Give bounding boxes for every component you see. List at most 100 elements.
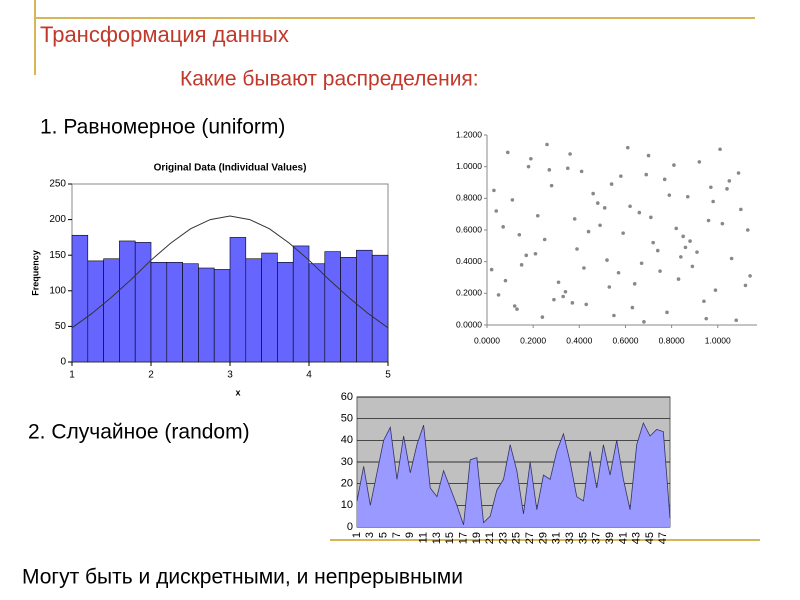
point xyxy=(586,229,591,234)
point xyxy=(505,150,510,155)
bar xyxy=(229,237,247,363)
point xyxy=(542,237,547,242)
point xyxy=(549,183,554,188)
point xyxy=(642,320,646,324)
point xyxy=(579,169,584,174)
point xyxy=(630,305,635,310)
point xyxy=(639,261,644,266)
x-tick-label: 39 xyxy=(604,532,616,544)
point xyxy=(729,256,734,261)
point xyxy=(688,239,692,243)
point xyxy=(637,210,642,215)
x-tick-label: 31 xyxy=(551,532,563,544)
point xyxy=(570,301,575,305)
x-tick-label: 0.6000 xyxy=(612,335,638,345)
y-tick-label: 250 xyxy=(49,179,66,190)
point xyxy=(665,310,669,315)
point xyxy=(655,248,660,253)
bar xyxy=(87,260,104,363)
x-tick-label: 27 xyxy=(524,532,536,544)
point xyxy=(515,307,519,311)
x-tick-label: 35 xyxy=(577,532,589,544)
point xyxy=(706,218,711,223)
x-tick-label: 0.2000 xyxy=(520,335,546,345)
point xyxy=(556,280,561,285)
point xyxy=(713,288,718,292)
point xyxy=(727,179,732,183)
point xyxy=(628,204,632,209)
item: 2. Случайное (random) xyxy=(28,421,250,444)
y-tick-label: 1.0000 xyxy=(456,161,482,171)
point xyxy=(572,217,577,221)
point xyxy=(734,318,739,323)
x-tick-label: 1 xyxy=(351,532,363,538)
x-tick-label: 2 xyxy=(148,370,154,381)
x-tick-label: 15 xyxy=(444,532,456,544)
x-tick-label: 3 xyxy=(227,370,233,381)
point xyxy=(704,316,709,321)
point xyxy=(561,294,565,299)
x-tick-label: 0.4000 xyxy=(566,335,592,345)
point xyxy=(563,289,568,294)
y-tick-label: 150 xyxy=(49,250,66,261)
point xyxy=(517,232,522,237)
point xyxy=(605,258,609,262)
x-tick-label: 47 xyxy=(657,532,669,544)
point xyxy=(679,255,683,259)
x-axis-label: x xyxy=(235,387,240,397)
point xyxy=(492,188,496,193)
x-tick-label: 43 xyxy=(631,532,643,544)
y-tick-label: 0.2000 xyxy=(456,288,482,298)
point xyxy=(685,194,690,199)
point xyxy=(535,213,540,218)
point xyxy=(739,207,743,212)
y-tick-label: 0.0000 xyxy=(456,319,482,329)
point xyxy=(695,250,699,254)
point xyxy=(676,277,681,281)
title: Трансформация данных xyxy=(40,22,289,47)
bar xyxy=(71,234,89,363)
point xyxy=(602,206,607,210)
x-tick-label: 21 xyxy=(484,532,496,544)
y-tick-label: 0.8000 xyxy=(456,193,482,203)
x-tick-label: 7 xyxy=(391,532,403,538)
point xyxy=(718,147,722,152)
bar xyxy=(166,262,183,363)
x-tick-label: 1.0000 xyxy=(705,335,731,345)
bar xyxy=(245,258,262,363)
point xyxy=(683,245,688,250)
point xyxy=(748,274,752,278)
y-tick-label: 50 xyxy=(341,413,353,425)
point xyxy=(720,221,725,226)
point xyxy=(568,152,572,156)
x-tick-label: 19 xyxy=(471,532,483,544)
chart-title: Original Data (Individual Values) xyxy=(154,163,307,174)
curve xyxy=(71,215,389,329)
point xyxy=(612,313,616,318)
point xyxy=(526,164,531,169)
x-tick-label: 13 xyxy=(431,532,443,544)
point xyxy=(621,231,625,235)
point xyxy=(607,285,612,289)
x-tick-label: 4 xyxy=(306,370,312,381)
x-tick-label: 11 xyxy=(418,532,430,543)
point xyxy=(609,182,614,186)
point xyxy=(510,198,515,202)
y-tick-label: 100 xyxy=(49,285,66,296)
y-tick-label: 60 xyxy=(341,391,353,403)
point xyxy=(697,160,702,164)
point xyxy=(644,172,649,177)
point xyxy=(494,209,499,213)
bar xyxy=(261,252,278,363)
point xyxy=(702,299,706,304)
bar xyxy=(340,257,357,363)
point xyxy=(736,171,741,175)
point xyxy=(519,263,524,267)
x-tick-label: 45 xyxy=(644,532,656,544)
point xyxy=(674,226,679,231)
x-tick-label: 33 xyxy=(564,532,576,544)
y-tick-label: 0.4000 xyxy=(456,256,482,266)
x-tick-label: 29 xyxy=(537,532,549,544)
subtitle: Какие бывают распределения: xyxy=(180,68,479,91)
x-tick-label: 23 xyxy=(497,532,509,544)
